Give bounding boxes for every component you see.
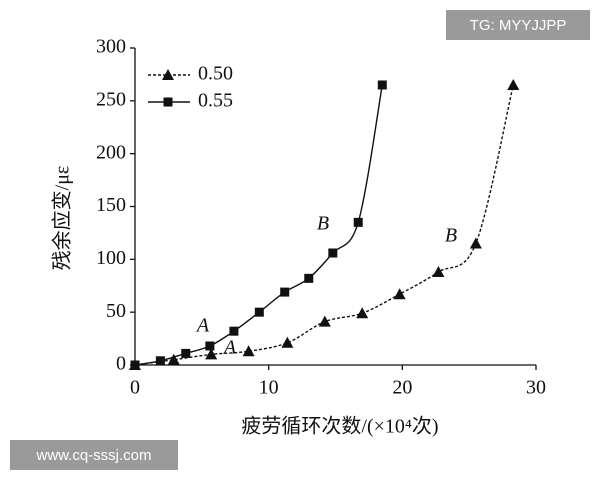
- data-point: [254, 307, 264, 317]
- data-point: [328, 248, 338, 258]
- data-point: [469, 237, 482, 249]
- data-point: [304, 273, 314, 283]
- series-line: [134, 84, 383, 366]
- data-point: [356, 307, 369, 319]
- annotation: A: [195, 315, 210, 337]
- watermark-box: [446, 10, 590, 40]
- watermark: TG: MYYJJPP: [470, 17, 567, 34]
- y-axis-label: 残余应变/με: [51, 166, 74, 271]
- data-point: [280, 287, 290, 297]
- legend-label: 0.50: [198, 63, 233, 85]
- x-tick-label: 0: [130, 377, 140, 399]
- annotation: A: [222, 337, 237, 359]
- data-point: [318, 315, 331, 327]
- x-tick-label: 30: [526, 377, 546, 399]
- data-point: [205, 341, 215, 351]
- y-tick-label: 250: [96, 88, 126, 110]
- y-tick-label: 150: [96, 194, 126, 216]
- data-point: [181, 348, 191, 358]
- data-point: [205, 348, 218, 360]
- data-point: [167, 353, 180, 365]
- data-point: [130, 360, 140, 370]
- x-axis-label: 疲劳循环次数/(×10⁴次): [241, 415, 438, 438]
- x-tick-label: 20: [392, 377, 412, 399]
- legend-marker: [162, 69, 174, 80]
- y-tick-label: 0: [116, 353, 126, 375]
- data-point: [242, 345, 255, 357]
- watermark-box: [10, 440, 178, 470]
- annotation: B: [317, 213, 329, 235]
- data-point: [432, 266, 445, 278]
- data-point: [229, 326, 239, 336]
- data-point: [281, 336, 294, 348]
- legend-marker: [163, 97, 173, 107]
- y-tick-label: 100: [96, 247, 126, 269]
- y-tick-label: 50: [106, 300, 126, 322]
- data-point: [155, 356, 165, 366]
- annotation: B: [445, 225, 457, 247]
- x-tick-label: 10: [259, 377, 279, 399]
- y-tick-label: 200: [96, 141, 126, 163]
- data-point: [353, 217, 363, 227]
- legend-label: 0.55: [198, 90, 233, 112]
- series-line: [134, 84, 514, 366]
- data-point: [507, 78, 520, 90]
- data-point: [377, 80, 387, 90]
- watermark: www.cq-sssj.com: [35, 447, 151, 464]
- y-tick-label: 300: [96, 36, 126, 58]
- data-point: [393, 288, 406, 300]
